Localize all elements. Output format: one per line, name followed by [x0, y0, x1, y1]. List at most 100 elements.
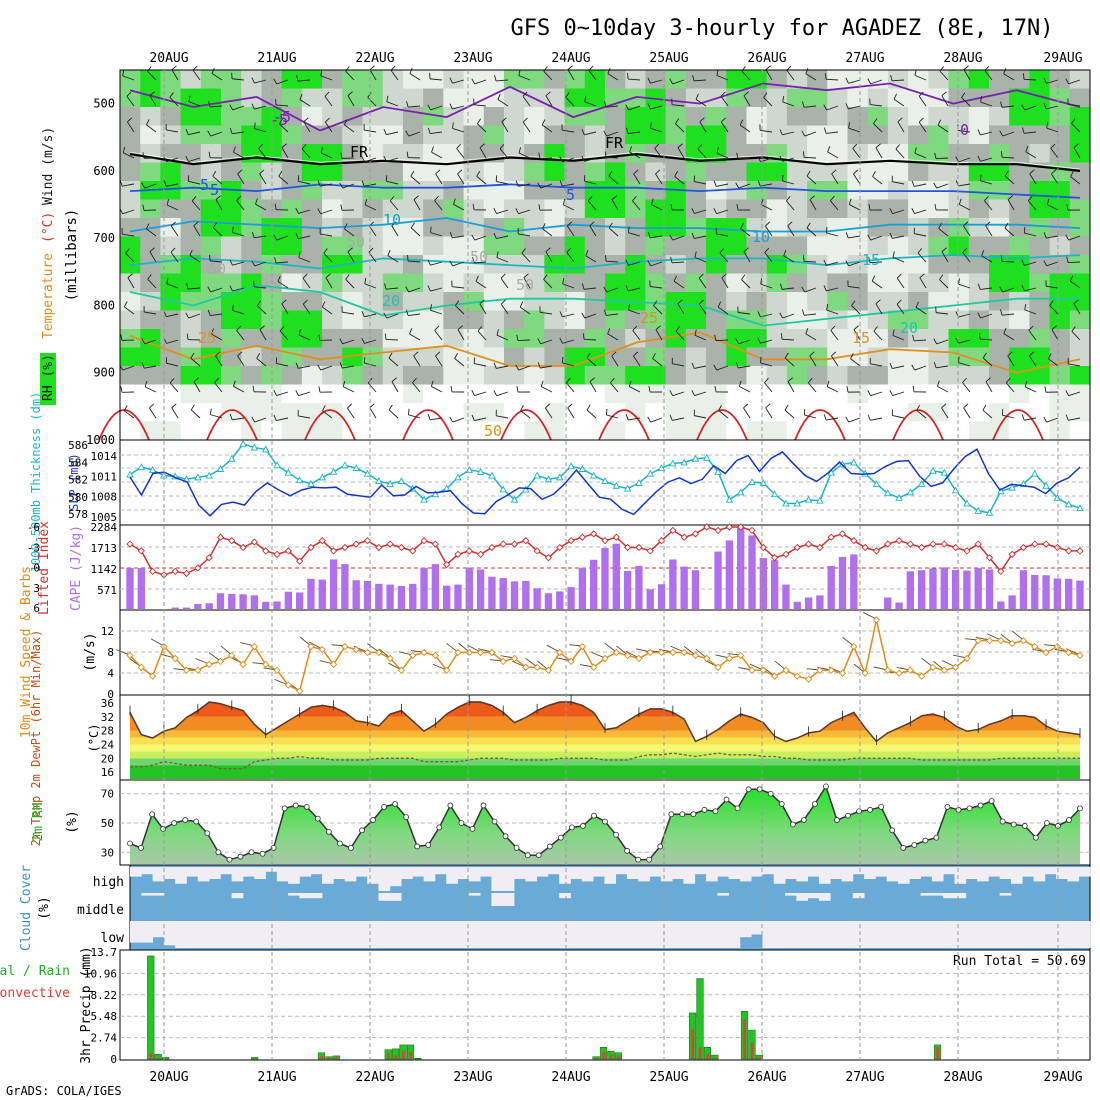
wind-barb [210, 131, 223, 137]
rh-cell [928, 236, 950, 256]
cloud-clear-cell [570, 921, 583, 948]
wind-barb [936, 312, 949, 315]
li-point [578, 533, 587, 541]
wind10-point [895, 669, 903, 677]
rh-cell [1069, 218, 1091, 237]
rh-cell [463, 310, 485, 330]
cloud-clear-cell [1010, 921, 1023, 948]
rh-cell [221, 403, 242, 422]
wind-barb-flag [171, 65, 177, 71]
wind-barb [963, 69, 971, 81]
thickness-point [499, 485, 507, 493]
wind-barb [457, 173, 465, 185]
li-point [737, 523, 745, 531]
thickness-point [736, 488, 745, 496]
wind10-point [341, 642, 349, 651]
rh-cell [645, 310, 667, 330]
wind-barb [1029, 173, 1037, 185]
cloud-clear-cell [457, 921, 470, 948]
wind-barb-flag [1000, 255, 1003, 262]
rh-cell [1069, 421, 1091, 441]
wind-barb-flag [985, 221, 991, 227]
wind-barb [278, 175, 289, 185]
wind-barb-flag [251, 260, 256, 267]
wind-barb [452, 417, 465, 423]
rh-cell [120, 292, 141, 311]
wind-barb [873, 123, 883, 133]
cloud-clear-cell [807, 921, 820, 948]
wind-barb [914, 233, 927, 237]
wind-barb-flag [430, 304, 432, 311]
wind-barb [850, 358, 861, 367]
wind10-point [793, 672, 801, 680]
wind-barb-flag [1021, 104, 1026, 111]
rh-cell [301, 125, 323, 145]
wind-barb [386, 287, 399, 290]
thickness-point [533, 471, 541, 479]
rh-cell [281, 144, 303, 163]
rh-cell [382, 384, 404, 404]
rh-cell [887, 218, 909, 237]
rh-cell [645, 199, 667, 219]
rh-cell [706, 273, 727, 293]
cloud-clear-cell [1056, 867, 1068, 879]
wind-barb-flag [652, 353, 656, 359]
wind-barb [542, 228, 553, 237]
rh-cell [342, 199, 363, 219]
wind-barb-flag [1065, 414, 1069, 421]
rh-cell [362, 218, 384, 237]
wind-barb [1046, 235, 1059, 239]
wind-barb [410, 175, 421, 185]
wind-barb [474, 391, 487, 397]
wind-barb-flag [251, 416, 256, 423]
li-point [940, 540, 948, 548]
wind-barb-flag [258, 143, 263, 149]
wind-barb [1051, 173, 1059, 185]
wind-barb-flag [786, 195, 791, 202]
cloud-clear-cell [333, 921, 345, 948]
wind-barb [347, 407, 355, 419]
wind-barb [562, 157, 575, 163]
wind-barb [892, 415, 905, 419]
li-point [601, 537, 609, 545]
wind-barb-flag [278, 170, 283, 177]
wind-barb-flag [677, 299, 683, 305]
wind-barb-flag [713, 208, 717, 214]
rh-cell [503, 421, 525, 441]
wind-barb-flag [647, 103, 651, 110]
wind-barb [413, 199, 421, 211]
cloud-clear-cell [886, 921, 899, 948]
rh-cell [140, 421, 161, 441]
rh-cell [807, 366, 828, 385]
rh-cell [706, 125, 727, 145]
wind10-point [522, 663, 530, 671]
wind-barb-flag [675, 326, 681, 332]
rh-cell [524, 366, 545, 385]
cloud-clear-cell [638, 867, 650, 882]
cloud-clear-cell [909, 921, 921, 948]
rh-cell [625, 181, 646, 200]
wind-barb [939, 279, 949, 289]
rh-cell [322, 125, 343, 145]
wind-barb-flag [251, 103, 255, 110]
cape-bar [601, 547, 609, 609]
wind-barb-flag [784, 404, 789, 411]
rh-cell [726, 107, 747, 126]
wind-barb [325, 277, 333, 289]
thickness-point [985, 508, 994, 516]
rh-cell [281, 162, 303, 182]
rh-cell [928, 273, 950, 293]
wind-barb-flag [1048, 353, 1052, 359]
wind-barb-flag [890, 74, 893, 81]
contour-label: 20 [900, 319, 918, 337]
rh2m-point [425, 842, 432, 848]
rh-cell [301, 70, 323, 89]
li-point [239, 543, 247, 552]
wind-barb-flag [540, 380, 544, 387]
rh-cell [726, 292, 747, 311]
wind-barb [677, 303, 685, 315]
rh-cell [625, 273, 646, 293]
wind-barb [408, 260, 421, 263]
wind-barb [125, 253, 135, 263]
wind-barb [122, 183, 135, 187]
